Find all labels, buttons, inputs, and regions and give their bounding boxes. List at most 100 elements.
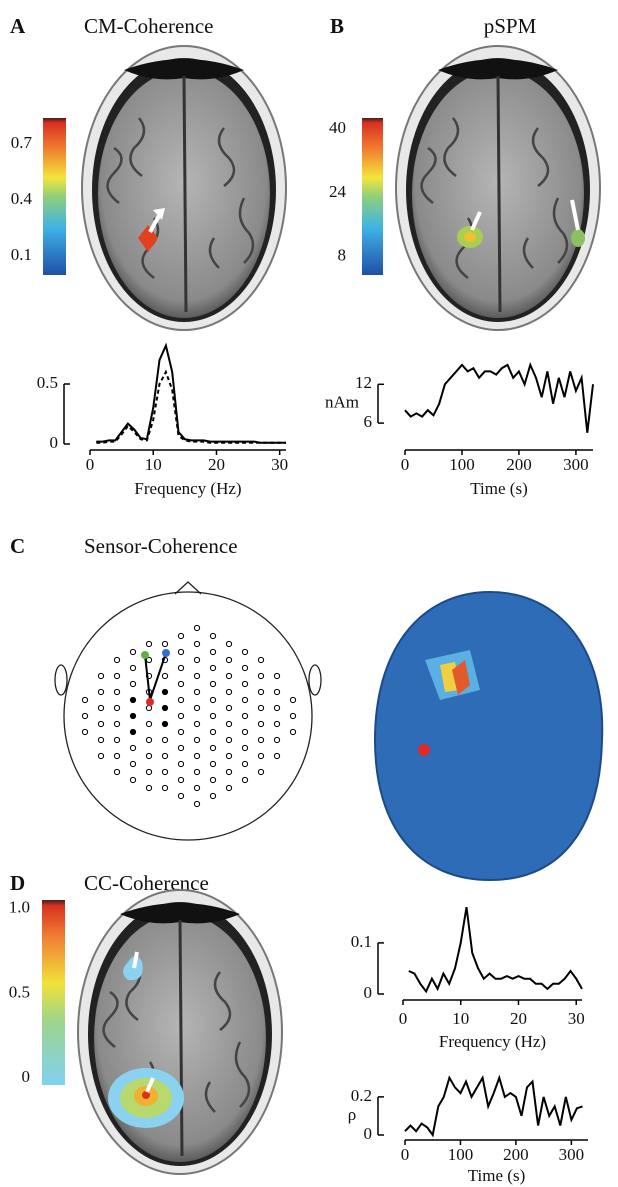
sensor	[257, 736, 265, 744]
panel-title: CM-Coherence	[84, 14, 213, 38]
y-axis-label: nAm	[325, 393, 359, 412]
ear	[54, 664, 68, 696]
sensor	[161, 640, 169, 648]
y-tick-label: 0.1	[11, 245, 32, 264]
sensor	[129, 744, 137, 752]
sensor	[97, 736, 105, 744]
sensor	[225, 752, 233, 760]
x-axis-label: Time (s)	[468, 1166, 525, 1185]
sensor	[193, 624, 201, 632]
sensor	[145, 736, 153, 744]
sensor	[193, 672, 201, 680]
nose	[174, 581, 202, 595]
sensor	[146, 698, 154, 706]
panel-title: pSPM	[484, 14, 537, 38]
x-tick-label: 0	[401, 455, 410, 474]
sensor	[177, 776, 185, 784]
sensor	[145, 720, 153, 728]
sensor	[177, 680, 185, 688]
arrow	[148, 213, 162, 233]
sensor	[113, 768, 121, 776]
sensor	[209, 648, 217, 656]
line	[408, 906, 583, 994]
sensor	[161, 688, 169, 696]
sensor	[113, 688, 121, 696]
sensor-layout	[54, 581, 322, 841]
sensor	[193, 752, 201, 760]
x-tick-label: 0	[401, 1145, 410, 1164]
x-tick-label: 20	[208, 455, 225, 474]
sensor	[241, 696, 249, 704]
sensor	[241, 776, 249, 784]
sensor	[209, 712, 217, 720]
sensor	[81, 728, 89, 736]
sensor	[241, 648, 249, 656]
sensor	[113, 704, 121, 712]
sensor	[257, 768, 265, 776]
y-tick-label: 0.4	[11, 189, 33, 208]
sensor	[113, 656, 121, 664]
sensor	[177, 760, 185, 768]
colorbar	[362, 118, 383, 275]
x-tick-label: 0	[86, 455, 95, 474]
sensor	[97, 704, 105, 712]
sensor	[193, 640, 201, 648]
sensor	[257, 672, 265, 680]
sensor	[177, 664, 185, 672]
sensor	[161, 672, 169, 680]
y-tick-label: 6	[364, 412, 373, 431]
x-tick-label: 30	[271, 455, 288, 474]
x-tick-label: 100	[449, 455, 475, 474]
activation	[571, 229, 585, 247]
sensor	[177, 648, 185, 656]
sensor	[273, 736, 281, 744]
sensor	[289, 712, 297, 720]
sensor	[161, 768, 169, 776]
x-tick-label: 300	[559, 1145, 585, 1164]
arrow	[470, 199, 580, 231]
sensor	[241, 760, 249, 768]
sensor	[193, 800, 201, 808]
sensor	[273, 672, 281, 680]
panel-letter: D	[10, 871, 25, 895]
sensor	[273, 688, 281, 696]
sensor	[225, 768, 233, 776]
sensor	[257, 688, 265, 696]
y-tick-label: 40	[329, 118, 346, 137]
line	[404, 1074, 583, 1138]
ear	[308, 664, 322, 696]
x-tick-label: 300	[563, 455, 589, 474]
coherence-line	[144, 652, 167, 701]
brain-image	[76, 888, 284, 1176]
sensor	[129, 728, 137, 736]
sensor	[241, 744, 249, 752]
panel-letter: A	[10, 14, 26, 38]
x-tick-label: 20	[510, 1009, 527, 1028]
y-tick-label: 0.2	[351, 1086, 372, 1105]
sensor	[209, 728, 217, 736]
colorbar	[42, 900, 65, 1085]
y-tick-label: 0	[22, 1067, 31, 1086]
sensor	[193, 656, 201, 664]
sensor	[129, 760, 137, 768]
y-tick-label: 0	[364, 1124, 373, 1143]
sensor	[257, 704, 265, 712]
sensor	[209, 680, 217, 688]
sensor	[145, 768, 153, 776]
x-tick-label: 100	[448, 1145, 474, 1164]
sensor	[161, 784, 169, 792]
x-tick-label: 200	[506, 455, 532, 474]
head-outline	[63, 591, 313, 841]
activation	[452, 660, 470, 695]
y-tick-label: 1.0	[9, 897, 30, 916]
sensor	[193, 688, 201, 696]
line	[96, 369, 286, 444]
sensor	[257, 656, 265, 664]
sensor	[193, 720, 201, 728]
y-tick-label: 0.5	[9, 982, 30, 1001]
sensor	[225, 736, 233, 744]
x-axis-label: Frequency (Hz)	[439, 1032, 546, 1051]
sensor	[241, 664, 249, 672]
x-axis-label: Time (s)	[470, 479, 527, 498]
